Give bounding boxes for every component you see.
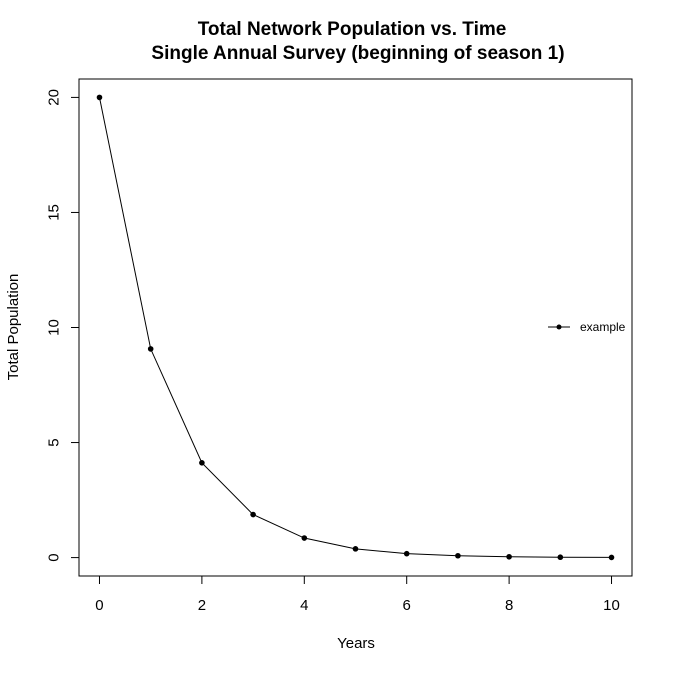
data-point [96,94,103,101]
x-tick-label: 10 [603,597,620,614]
legend: example [548,320,626,334]
data-point [147,346,154,352]
x-tick-label: 4 [300,597,308,614]
chart-subtitle: Single Annual Survey (beginning of seaso… [151,43,564,64]
data-point [455,552,461,559]
data-point [403,550,410,557]
data-point [557,554,564,561]
x-axis: 0 2 4 6 8 10 [95,575,620,614]
legend-label: example [580,320,626,334]
y-tick-label: 10 [46,319,63,336]
x-axis-title: Years [337,635,375,652]
y-tick-label: 0 [46,553,63,561]
y-tick-label: 15 [46,204,63,221]
y-tick-label: 5 [46,438,63,446]
y-axis-title: Total Population [5,274,22,381]
data-point [352,546,359,552]
chart-title: Total Network Population vs. Time [198,19,507,40]
y-tick-label: 20 [46,89,63,106]
data-point [250,511,256,518]
series-line [98,97,612,558]
data-point [506,553,512,560]
series-layer [96,94,615,561]
legend-marker [556,324,562,330]
data-point [608,554,615,561]
x-tick-label: 6 [403,597,411,614]
data-point [301,535,308,541]
x-tick-label: 8 [505,597,513,614]
y-axis: 0 5 10 15 20 [46,89,80,562]
data-point [199,459,205,466]
x-tick-label: 0 [95,597,103,614]
x-tick-label: 2 [198,597,206,614]
